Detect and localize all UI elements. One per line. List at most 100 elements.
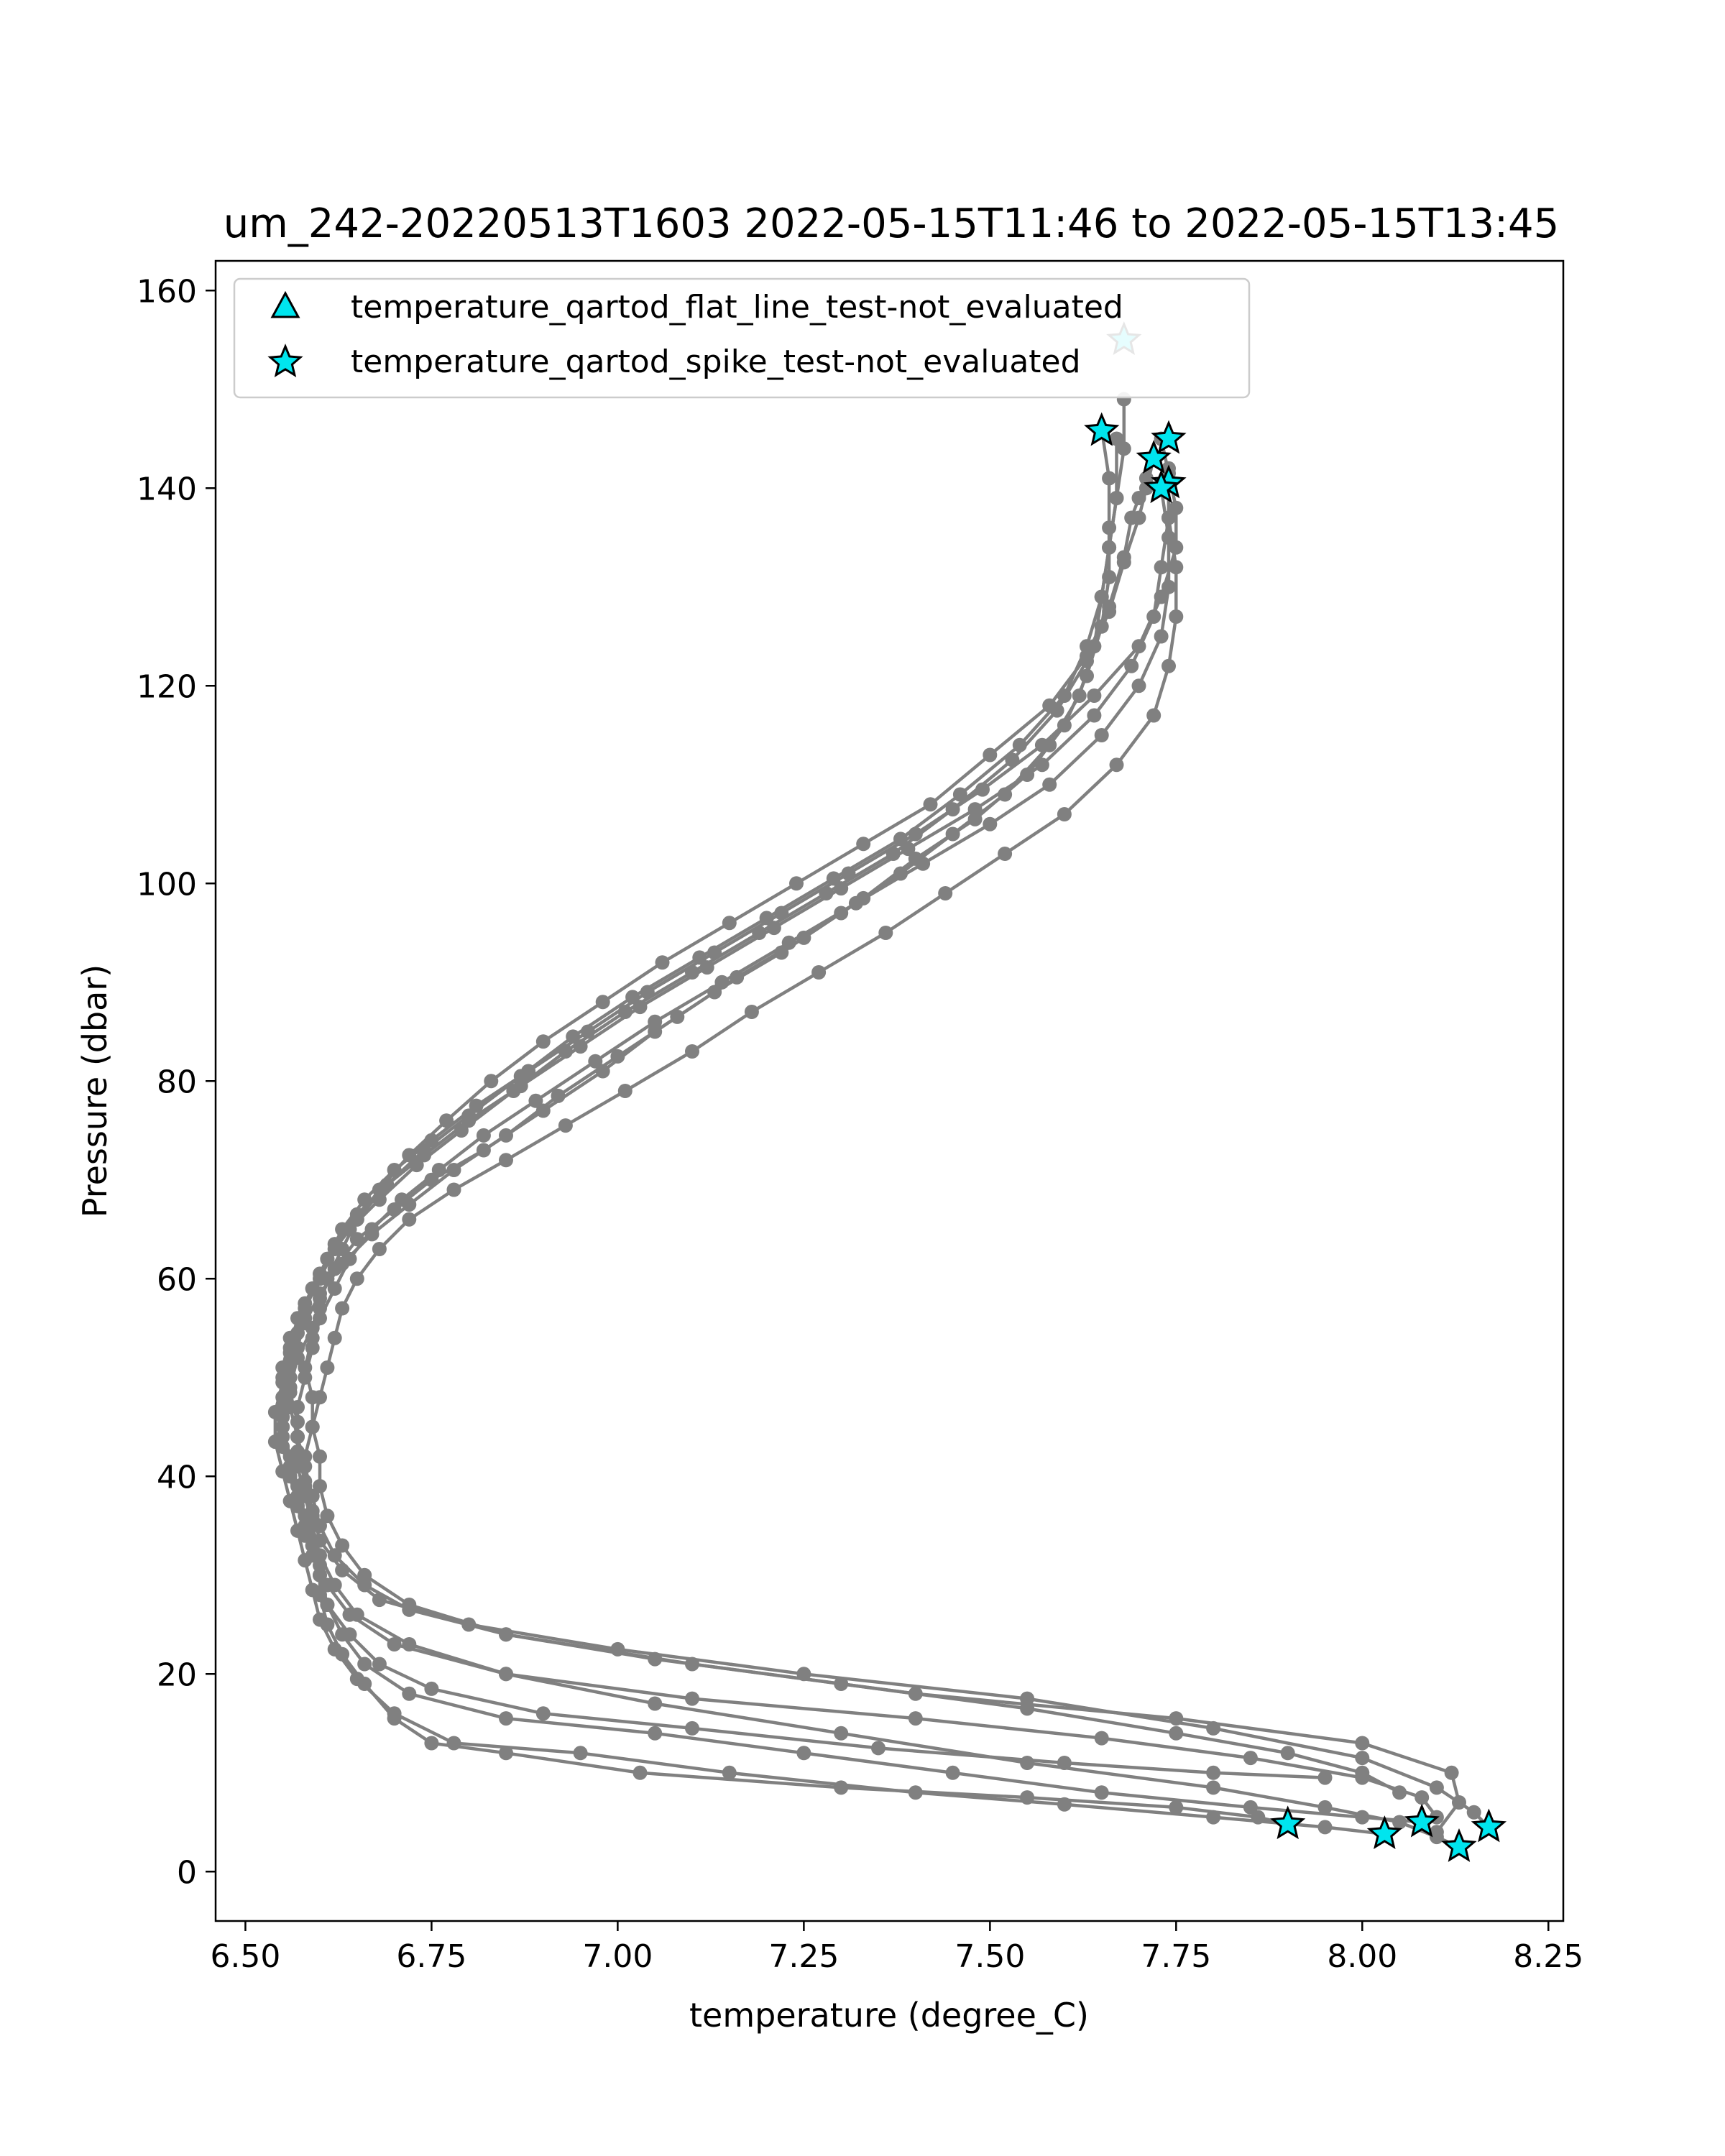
data-point [781,935,796,950]
data-point [759,911,774,926]
data-point [313,1479,327,1493]
data-point [714,975,730,990]
flagged-points-layer [1084,321,1507,1862]
data-point [789,876,804,891]
data-point [558,1118,573,1133]
data-point [730,969,745,985]
data-point [402,1212,417,1227]
data-point [1154,589,1169,604]
data-point [1102,540,1117,555]
y-tick-label: 100 [137,866,197,903]
data-point [1169,1711,1184,1726]
series-layer [267,392,1496,1854]
data-point [313,1519,327,1533]
series-line-8 [280,458,1438,1818]
legend-box [233,277,1251,399]
data-point [648,1726,663,1741]
data-point [1131,510,1146,525]
data-point [342,1251,357,1266]
data-point [424,1681,439,1696]
data-point [1087,708,1102,723]
data-point [305,1390,320,1405]
data-point [595,995,610,1010]
data-point [588,1054,603,1069]
data-point [313,1449,327,1464]
y-axis: 0 20 40 60 80 100 120 140 160 [137,273,216,1891]
data-point [535,1706,551,1721]
data-point [1414,1790,1430,1805]
data-point [1020,1701,1035,1716]
data-point [1206,1765,1221,1780]
data-point [1146,708,1162,723]
data-point [945,802,960,817]
data-point [722,1765,737,1780]
flagged-star-marker [1270,1805,1306,1840]
data-point [967,802,983,817]
data-point [938,886,953,900]
data-point [320,1508,335,1524]
flagged-star-marker [1404,1803,1440,1838]
data-point [387,1637,402,1651]
data-point [871,1741,886,1756]
data-point [1102,604,1117,619]
data-point [551,1088,566,1103]
data-point [617,1084,632,1098]
data-point [1042,777,1057,792]
legend: temperature_qartod_flat_line_test-not_ev… [233,277,1251,399]
data-point [558,1044,573,1059]
data-point [446,1736,461,1751]
data-point [834,1726,849,1741]
data-point [1206,1810,1221,1825]
x-tick-label: 7.75 [1141,1938,1211,1975]
data-point [327,1281,342,1296]
data-point [983,747,998,763]
data-point [908,826,923,842]
flagged-star-marker [1136,440,1172,474]
data-point [499,1128,513,1143]
data-point [1131,678,1146,694]
data-point [521,1064,536,1079]
x-tick-label: 6.75 [396,1938,466,1975]
data-point [722,916,737,931]
data-point [1080,668,1094,683]
data-point [1355,1770,1370,1785]
data-point [856,837,871,852]
data-point [320,1251,335,1266]
plot-frame [214,259,1565,1922]
data-point [305,1330,320,1345]
flagged-star-marker [1471,1808,1507,1843]
data-point [342,1627,357,1642]
data-point [648,1014,663,1029]
data-point [357,1192,372,1207]
x-axis-label: temperature (degree_C) [689,1996,1089,2035]
data-point [290,1488,305,1503]
data-point [878,926,893,940]
data-point [402,1602,417,1617]
data-point [327,1330,342,1345]
data-point [446,1163,461,1177]
y-tick-label: 20 [157,1657,197,1693]
data-point [342,1222,357,1237]
data-point [1057,807,1072,821]
data-point [1034,757,1049,773]
data-point [372,1192,387,1207]
data-point [1124,658,1139,673]
data-point [327,1641,342,1657]
data-point [327,1548,342,1563]
data-point [499,1667,513,1682]
data-point [357,1567,372,1583]
y-tick-label: 120 [137,668,197,705]
data-point [617,1005,632,1019]
data-point [1094,589,1109,604]
data-point [313,1301,327,1316]
data-point [446,1182,461,1197]
data-point [290,1311,305,1326]
data-point [685,1044,699,1059]
data-point [1243,1751,1258,1766]
data-point [1355,1736,1370,1751]
data-point [349,1271,364,1286]
y-tick-label: 0 [177,1854,197,1891]
data-point [275,1429,290,1445]
data-point [1429,1780,1444,1795]
y-tick-label: 80 [157,1064,197,1100]
